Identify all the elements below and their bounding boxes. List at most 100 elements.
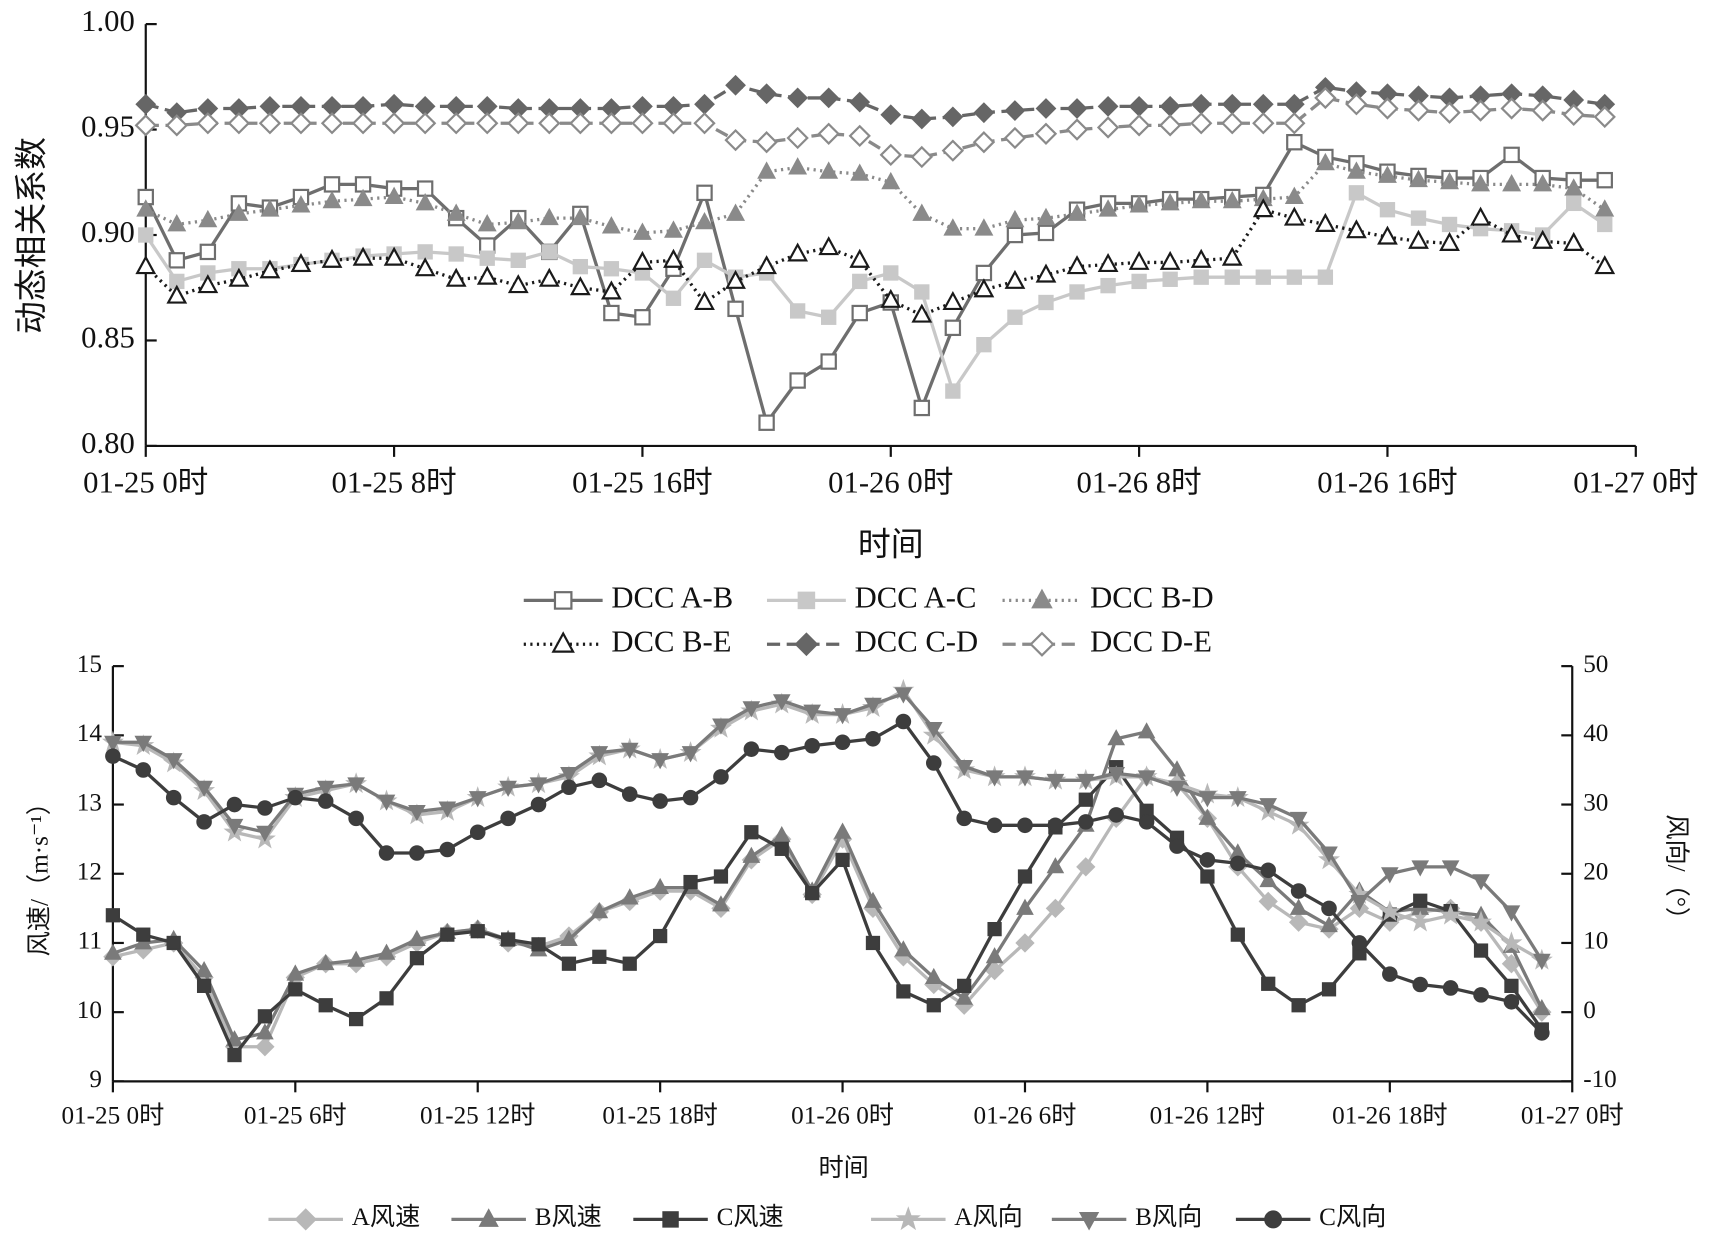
data-point xyxy=(445,267,467,287)
data-point xyxy=(479,250,495,266)
data-point xyxy=(835,852,850,868)
data-point xyxy=(883,265,899,281)
data-point xyxy=(448,246,464,262)
data-point xyxy=(1003,126,1027,150)
x-tick-label: 01-25 12时 xyxy=(420,1101,535,1129)
y-tick-label: 0.80 xyxy=(81,426,135,460)
data-point xyxy=(1255,269,1271,285)
data-point xyxy=(166,935,181,951)
data-point xyxy=(1440,171,1460,190)
data-point xyxy=(1469,99,1492,122)
data-point xyxy=(1286,269,1302,285)
x-tick-label: 01-27 0时 xyxy=(1521,1101,1624,1129)
legend-marker xyxy=(551,631,575,653)
data-point xyxy=(742,846,761,863)
data-point xyxy=(712,895,730,912)
data-point xyxy=(1563,231,1585,251)
data-point xyxy=(849,248,871,268)
x-axis-label: 时间 xyxy=(858,527,924,563)
data-point xyxy=(1502,905,1521,922)
data-point xyxy=(561,779,577,796)
data-point xyxy=(530,796,547,813)
data-point xyxy=(850,163,870,181)
data-point xyxy=(592,949,607,964)
data-point xyxy=(166,284,188,304)
data-point xyxy=(1138,814,1155,830)
y-tick-label: 11 xyxy=(78,928,102,955)
data-point xyxy=(134,114,157,137)
data-point xyxy=(755,131,778,154)
data-point xyxy=(347,950,365,967)
data-point xyxy=(696,252,713,268)
data-point xyxy=(634,309,651,326)
data-point xyxy=(600,112,623,135)
data-point xyxy=(1190,112,1213,135)
data-point xyxy=(104,943,122,960)
data-point xyxy=(384,186,404,205)
data-point xyxy=(1503,146,1520,164)
data-point xyxy=(1321,982,1337,997)
data-point xyxy=(1078,792,1093,807)
legend-marker xyxy=(1031,588,1053,609)
data-point xyxy=(663,248,684,268)
data-point xyxy=(713,869,729,884)
data-point xyxy=(501,932,516,947)
data-point xyxy=(135,255,157,275)
data-point xyxy=(1004,100,1026,121)
data-point xyxy=(743,741,760,757)
data-point xyxy=(1069,284,1085,300)
legend-marker xyxy=(553,591,573,610)
data-point xyxy=(603,261,620,277)
data-point xyxy=(865,731,881,747)
data-point xyxy=(500,810,516,827)
data-point xyxy=(135,93,157,115)
data-point xyxy=(914,284,930,300)
data-point xyxy=(941,139,965,162)
x-tick-label: 01-25 18时 xyxy=(602,1101,717,1129)
y-axis-label: 风速/（m·s⁻¹） xyxy=(25,790,53,956)
data-point xyxy=(653,928,668,944)
data-point xyxy=(1500,931,1523,953)
data-point xyxy=(320,112,344,135)
data-point xyxy=(820,353,837,370)
data-point xyxy=(446,203,466,221)
data-point xyxy=(1200,869,1215,884)
data-point xyxy=(895,713,912,730)
data-point xyxy=(879,143,902,167)
data-point xyxy=(538,112,561,135)
y-tick-label: 0.95 xyxy=(81,110,135,144)
data-point xyxy=(256,825,274,842)
data-point xyxy=(925,755,942,771)
y-tick-label: 0.85 xyxy=(81,320,135,354)
data-point xyxy=(197,274,219,294)
data-point xyxy=(1439,231,1460,251)
data-point xyxy=(1594,255,1616,275)
data-point xyxy=(1291,998,1306,1013)
data-point xyxy=(258,112,282,135)
data-point xyxy=(1439,903,1462,925)
data-point xyxy=(316,780,335,797)
data-point xyxy=(134,735,153,752)
data-point xyxy=(1284,186,1304,205)
data-point xyxy=(1046,773,1065,791)
data-point xyxy=(228,267,250,287)
data-point xyxy=(1221,112,1244,135)
data-point xyxy=(818,236,840,256)
data-point xyxy=(912,203,932,221)
data-point xyxy=(1137,770,1156,787)
data-point xyxy=(727,300,744,318)
data-point xyxy=(852,273,868,290)
data-point xyxy=(440,927,455,942)
data-point xyxy=(681,746,700,763)
data-point xyxy=(1377,225,1398,245)
data-point xyxy=(1128,250,1150,270)
legend-marker xyxy=(662,1211,679,1228)
data-point xyxy=(910,145,933,169)
data-point xyxy=(382,112,406,135)
data-point xyxy=(1289,898,1308,915)
data-point xyxy=(864,891,882,908)
data-point xyxy=(167,214,187,232)
data-point xyxy=(1224,269,1240,285)
x-tick-label: 01-26 8时 xyxy=(1077,465,1202,499)
data-point xyxy=(227,1047,242,1063)
